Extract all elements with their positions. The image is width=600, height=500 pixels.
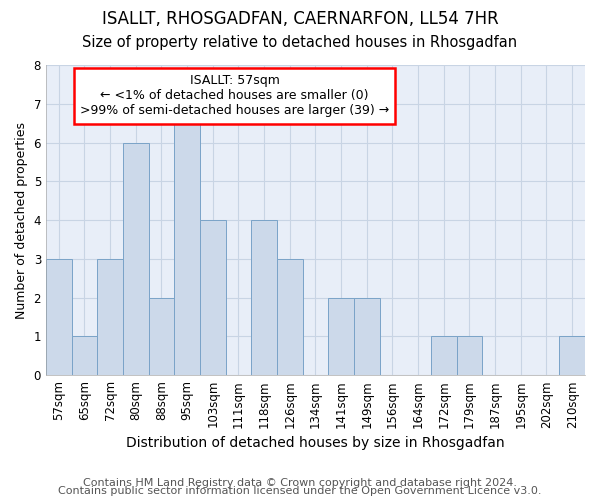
Text: ISALLT: 57sqm
← <1% of detached houses are smaller (0)
>99% of semi-detached hou: ISALLT: 57sqm ← <1% of detached houses a… — [80, 74, 389, 118]
Bar — [123, 142, 149, 375]
Bar — [46, 259, 71, 375]
Bar — [71, 336, 97, 375]
Bar — [559, 336, 585, 375]
Bar — [200, 220, 226, 375]
Bar — [328, 298, 354, 375]
Text: ISALLT, RHOSGADFAN, CAERNARFON, LL54 7HR: ISALLT, RHOSGADFAN, CAERNARFON, LL54 7HR — [101, 10, 499, 28]
Bar — [149, 298, 174, 375]
Bar — [277, 259, 302, 375]
Bar — [354, 298, 380, 375]
X-axis label: Distribution of detached houses by size in Rhosgadfan: Distribution of detached houses by size … — [126, 436, 505, 450]
Bar — [97, 259, 123, 375]
Bar — [457, 336, 482, 375]
Text: Size of property relative to detached houses in Rhosgadfan: Size of property relative to detached ho… — [82, 35, 518, 50]
Bar — [251, 220, 277, 375]
Y-axis label: Number of detached properties: Number of detached properties — [15, 122, 28, 318]
Text: Contains HM Land Registry data © Crown copyright and database right 2024.: Contains HM Land Registry data © Crown c… — [83, 478, 517, 488]
Bar — [431, 336, 457, 375]
Bar — [174, 104, 200, 375]
Text: Contains public sector information licensed under the Open Government Licence v3: Contains public sector information licen… — [58, 486, 542, 496]
